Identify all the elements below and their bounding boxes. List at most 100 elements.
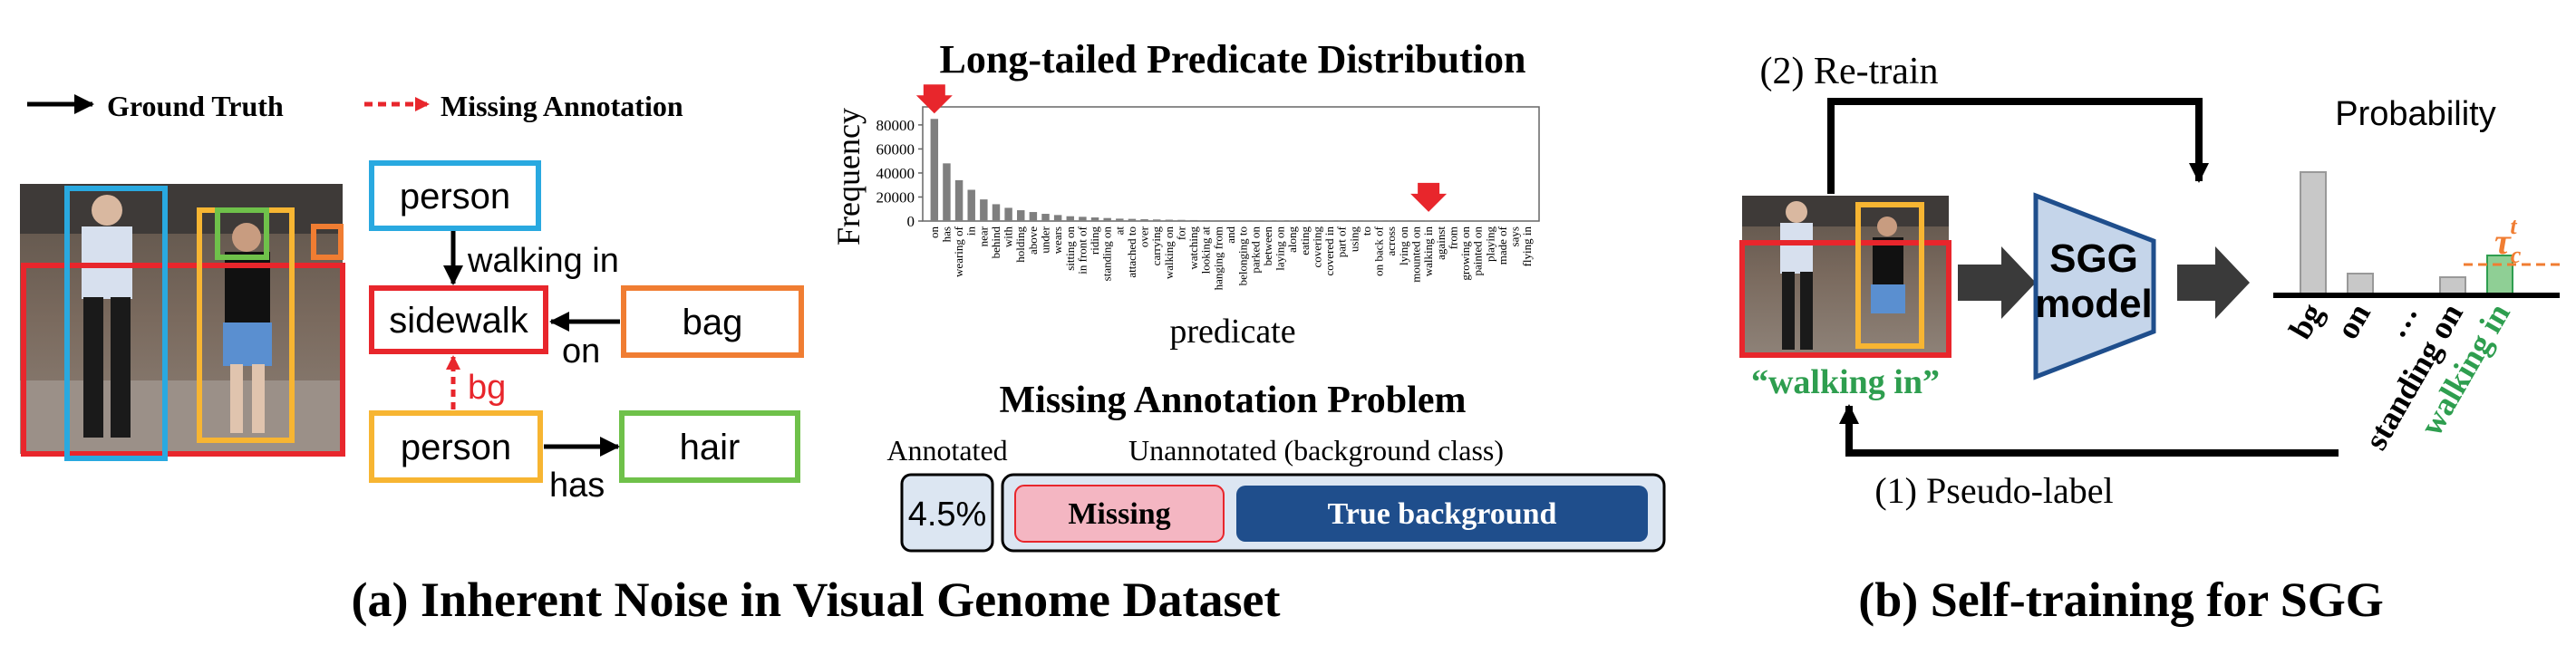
- sgg-model-block: [2033, 192, 2156, 380]
- y-tick-label: 20000: [876, 188, 915, 206]
- probability-class-label: on: [2329, 297, 2377, 345]
- x-tick-label: wears: [1051, 226, 1064, 254]
- x-tick-label: mounted on: [1409, 226, 1422, 283]
- bbox-person-1: [64, 186, 168, 461]
- bar: [1140, 219, 1148, 221]
- input-photo: [1739, 196, 1951, 358]
- x-tick-label: sitting on: [1063, 226, 1077, 271]
- x-tick-label: laying on: [1273, 226, 1287, 271]
- x-tick-label: using: [1347, 226, 1361, 253]
- x-tick-label: lying on: [1397, 226, 1410, 265]
- annotated-percent: 4.5%: [908, 496, 987, 534]
- bar: [954, 179, 964, 221]
- y-tick-label: 40000: [876, 165, 915, 182]
- bars: [930, 119, 1532, 221]
- highlight-arrow-icon: [1410, 182, 1448, 212]
- bar: [1066, 216, 1075, 221]
- bar: [1090, 217, 1099, 221]
- edge-bg-label: bg: [468, 369, 506, 407]
- missing-annotation-problem: Missing Annotation Problem Annotated Una…: [886, 380, 1666, 553]
- x-tick-label: walking on: [1162, 226, 1176, 280]
- bar: [967, 189, 975, 221]
- model-line-1: SGG: [2049, 236, 2138, 281]
- x-tick-label: has: [939, 226, 953, 242]
- x-tick-label: attached to: [1125, 226, 1138, 278]
- node-hair: [619, 410, 800, 483]
- highlight-arrow-icon: [915, 84, 953, 114]
- edge-on-label: on: [562, 332, 600, 371]
- bbox-input-person: [1855, 202, 1924, 349]
- bar: [1239, 220, 1247, 221]
- bar: [1189, 219, 1198, 221]
- bar: [1165, 219, 1174, 221]
- bar: [1226, 220, 1235, 221]
- x-tick-label: under: [1039, 226, 1052, 253]
- self-training: (2) Re-train “walking in” SGG model Prob…: [1739, 51, 2563, 511]
- bar: [992, 204, 1001, 221]
- bar: [1202, 220, 1210, 221]
- probability-class-label: bg: [2281, 297, 2330, 345]
- x-tick-label: standing on: [1100, 226, 1114, 282]
- bar: [1041, 214, 1050, 221]
- bbox-hair: [215, 207, 269, 260]
- bbox-sidewalk: [21, 263, 345, 457]
- highlight-arrows: [915, 84, 1448, 212]
- x-tick-label: with: [1002, 226, 1015, 248]
- bar: [1053, 215, 1062, 221]
- x-tick-label: made of: [1496, 226, 1509, 265]
- bbox-bag: [311, 224, 344, 260]
- node-hair-label: hair: [680, 428, 741, 467]
- y-tick-label: 0: [907, 213, 915, 230]
- x-tick-label: at: [1112, 226, 1126, 236]
- retrain-arrow: [1827, 98, 2209, 194]
- legend: Ground Truth Missing Annotation: [27, 90, 683, 122]
- bar: [1004, 207, 1012, 221]
- x-tick-label: flying in: [1520, 226, 1534, 267]
- node-person-1: [369, 160, 541, 231]
- x-tick-label: walking in: [1421, 226, 1435, 277]
- bar: [1103, 217, 1111, 221]
- x-tick-label: against: [1434, 226, 1448, 260]
- x-tick-label: eating: [1298, 226, 1312, 255]
- pseudo-label-arrow: [1839, 404, 2339, 457]
- y-tick-label: 60000: [876, 140, 915, 158]
- missing-segment: [1014, 485, 1225, 543]
- x-tick-label: for: [1174, 226, 1187, 240]
- bar: [1128, 218, 1137, 221]
- bbox-input-sidewalk: [1739, 240, 1951, 358]
- probability-bar: [2347, 273, 2374, 296]
- caption-a: (a) Inherent Noise in Visual Genome Data…: [352, 573, 1281, 627]
- threshold-label: τct: [2494, 213, 2522, 268]
- x-tick-label: painted on: [1471, 226, 1485, 276]
- x-tick-label: belonging to: [1236, 226, 1250, 285]
- x-tick-label: looking at: [1199, 226, 1213, 274]
- x-tick-label: growing on: [1458, 226, 1472, 281]
- x-tick-label: in: [964, 226, 978, 236]
- missing-label: Missing: [1068, 497, 1170, 531]
- edge-walking-in-label: walking in: [467, 242, 619, 280]
- x-tick-label: on: [927, 226, 941, 239]
- node-bag: [621, 285, 804, 358]
- bar: [943, 163, 951, 221]
- unannotated-label: Unannotated (background class): [1128, 434, 1504, 467]
- x-tick-label: and: [1224, 226, 1237, 244]
- x-tick-label: says: [1508, 226, 1522, 246]
- x-tick-label: in front of: [1075, 226, 1089, 274]
- caption-b: (b) Self-training for SGG: [1858, 573, 2384, 627]
- x-tick-label: behind: [989, 226, 1002, 259]
- probability-label: Probability: [2335, 95, 2495, 133]
- x-tick-label: wearing of: [952, 226, 965, 277]
- bar: [1252, 220, 1260, 221]
- bar: [1029, 212, 1038, 221]
- legend-missing-annotation: Missing Annotation: [441, 90, 683, 122]
- x-tick-label: on back of: [1372, 226, 1386, 276]
- x-tick-label: holding: [1013, 226, 1027, 263]
- x-tick-label: hanging from: [1211, 226, 1225, 290]
- x-tick-label: riding: [1088, 226, 1101, 255]
- bar: [980, 199, 988, 221]
- edge-has-label: has: [549, 467, 605, 505]
- true-background-segment: [1236, 486, 1648, 542]
- bar: [1177, 219, 1186, 221]
